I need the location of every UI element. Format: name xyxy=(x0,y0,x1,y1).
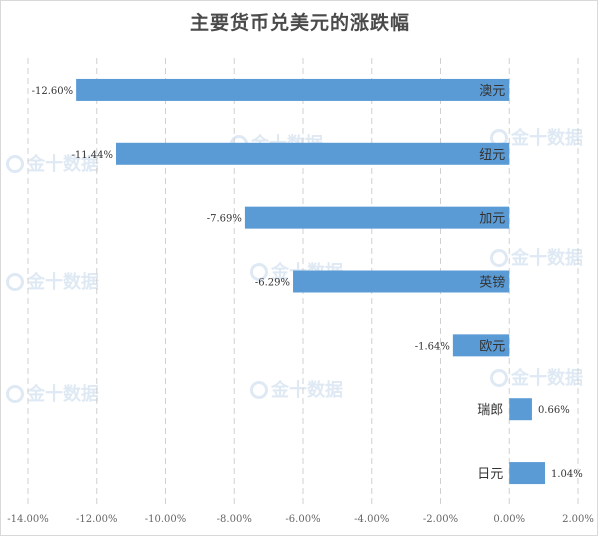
watermark: 金十数据 xyxy=(6,268,99,294)
bar-日元 xyxy=(509,462,545,485)
data-label: -7.69% xyxy=(207,214,242,225)
category-label: 加元 xyxy=(479,212,505,227)
category-label: 瑞郎 xyxy=(477,403,503,418)
bar-欧元 xyxy=(452,334,510,357)
bar-英镑 xyxy=(293,270,510,293)
x-tick-label: 2.00% xyxy=(562,514,594,525)
category-label: 纽元 xyxy=(479,148,505,163)
watermark-logo-icon xyxy=(6,155,24,173)
watermark-logo-icon xyxy=(250,263,268,281)
watermark: 金十数据 xyxy=(490,244,583,270)
x-tick-label: -8.00% xyxy=(217,514,252,525)
data-label: -6.29% xyxy=(255,278,290,289)
x-tick-label: -4.00% xyxy=(354,514,389,525)
data-label: -12.60% xyxy=(32,86,74,97)
x-tick-label: -10.00% xyxy=(145,514,187,525)
watermark: 金十数据 xyxy=(250,376,343,402)
data-label: -1.64% xyxy=(415,341,450,352)
data-label: 1.04% xyxy=(551,469,583,480)
x-tick-label: 0.00% xyxy=(493,514,525,525)
category-label: 欧元 xyxy=(479,339,505,354)
bar-澳元 xyxy=(76,78,510,101)
watermark: 金十数据 xyxy=(6,380,99,406)
category-label: 日元 xyxy=(477,467,503,482)
watermark: 金十数据 xyxy=(6,150,99,176)
x-tick-label: -14.00% xyxy=(7,514,49,525)
chart-title: 主要货币兑美元的涨跌幅 xyxy=(189,12,410,34)
x-tick-label: -2.00% xyxy=(423,514,458,525)
bar-瑞郎 xyxy=(509,398,532,421)
watermark-logo-icon xyxy=(250,381,268,399)
x-tick-label: -12.00% xyxy=(76,514,118,525)
watermark-logo-icon xyxy=(490,249,508,267)
bar-加元 xyxy=(244,206,510,229)
category-label: 英镑 xyxy=(479,275,505,291)
watermark: 金十数据 xyxy=(490,364,583,390)
data-label: 0.66% xyxy=(538,405,570,416)
x-tick-label: -6.00% xyxy=(285,514,320,525)
watermark-logo-icon xyxy=(6,273,24,291)
data-label: -11.44% xyxy=(71,150,113,161)
watermark-logo-icon xyxy=(6,385,24,403)
bar-纽元 xyxy=(116,142,510,165)
category-label: 澳元 xyxy=(479,83,505,99)
watermark-logo-icon xyxy=(490,369,508,387)
